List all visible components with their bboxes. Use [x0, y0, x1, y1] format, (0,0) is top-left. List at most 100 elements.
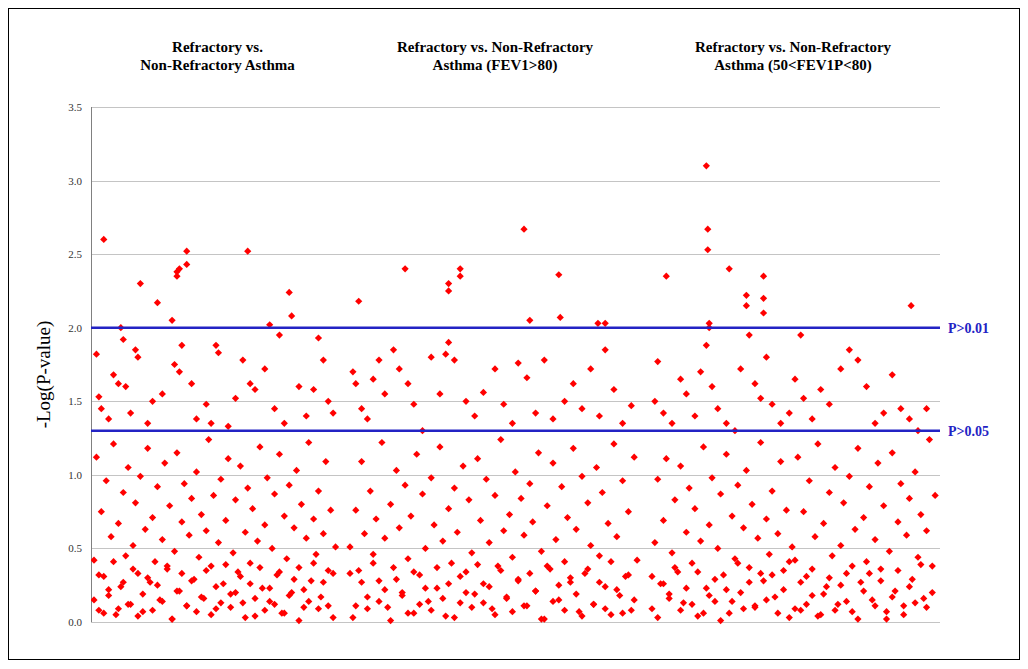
point — [806, 477, 813, 484]
point — [803, 573, 810, 580]
point — [178, 570, 185, 577]
point — [310, 386, 317, 393]
point — [171, 361, 178, 368]
point — [247, 580, 254, 587]
point — [416, 601, 423, 608]
point — [491, 365, 498, 372]
point — [320, 356, 327, 363]
point — [602, 320, 609, 327]
point — [171, 548, 178, 555]
grid-line — [344, 107, 646, 108]
point — [173, 273, 180, 280]
points — [346, 226, 640, 625]
point — [370, 560, 377, 567]
point — [419, 490, 426, 497]
point — [183, 602, 190, 609]
point — [159, 390, 166, 397]
point — [451, 356, 458, 363]
point — [93, 351, 100, 358]
point — [857, 579, 864, 586]
point — [555, 596, 562, 603]
point — [786, 558, 793, 565]
point — [906, 415, 913, 422]
point — [754, 535, 761, 542]
point — [364, 593, 371, 600]
point — [688, 601, 695, 608]
point — [590, 601, 597, 608]
point — [225, 423, 232, 430]
point — [596, 579, 603, 586]
point — [416, 571, 423, 578]
frame — [9, 9, 1020, 660]
point — [897, 480, 904, 487]
point — [500, 401, 507, 408]
point — [115, 605, 122, 612]
point — [509, 608, 516, 615]
point — [894, 567, 901, 574]
point — [814, 440, 821, 447]
point — [491, 611, 498, 618]
point — [549, 415, 556, 422]
point — [144, 574, 151, 581]
point — [906, 495, 913, 502]
point — [315, 487, 322, 494]
point — [375, 356, 382, 363]
point — [616, 592, 623, 599]
point — [584, 499, 591, 506]
point — [188, 577, 195, 584]
point — [229, 549, 236, 556]
point — [846, 473, 853, 480]
point — [181, 480, 188, 487]
point — [717, 490, 724, 497]
point — [486, 583, 493, 590]
point — [549, 459, 556, 466]
point — [726, 610, 733, 617]
point — [208, 420, 215, 427]
point — [826, 574, 833, 581]
point — [900, 611, 907, 618]
point — [393, 467, 400, 474]
point — [763, 596, 770, 603]
point — [538, 548, 545, 555]
point — [917, 561, 924, 568]
point — [468, 549, 475, 556]
point — [757, 439, 764, 446]
point — [700, 443, 707, 450]
point — [269, 545, 276, 552]
point — [599, 489, 606, 496]
point — [178, 342, 185, 349]
point — [866, 570, 873, 577]
point — [358, 405, 365, 412]
point — [584, 565, 591, 572]
point — [570, 445, 577, 452]
point — [851, 526, 858, 533]
grid-line — [344, 475, 646, 476]
point — [154, 483, 161, 490]
point — [831, 607, 838, 614]
grid-line — [646, 401, 940, 402]
point — [396, 524, 403, 531]
point — [634, 557, 641, 564]
point — [651, 398, 658, 405]
point — [515, 577, 522, 584]
point — [587, 365, 594, 372]
point — [381, 390, 388, 397]
point — [613, 586, 620, 593]
point — [908, 302, 915, 309]
point — [500, 527, 507, 534]
point — [137, 473, 144, 480]
point — [107, 533, 114, 540]
point — [660, 580, 667, 587]
point — [871, 536, 878, 543]
point — [871, 602, 878, 609]
point — [760, 309, 767, 316]
title-line: Refractory vs. Non-Refractory — [695, 39, 892, 55]
point — [290, 576, 297, 583]
point — [276, 568, 283, 575]
point — [686, 485, 693, 492]
point — [139, 608, 146, 615]
point — [889, 449, 896, 456]
point — [115, 380, 122, 387]
point — [602, 346, 609, 353]
point — [520, 602, 527, 609]
